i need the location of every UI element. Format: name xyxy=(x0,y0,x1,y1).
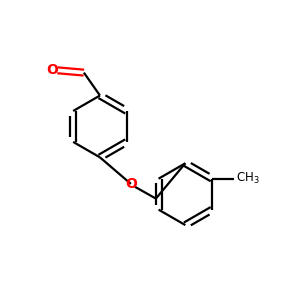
Text: CH$_3$: CH$_3$ xyxy=(236,171,260,186)
Text: O: O xyxy=(125,177,137,191)
Text: O: O xyxy=(46,63,58,77)
